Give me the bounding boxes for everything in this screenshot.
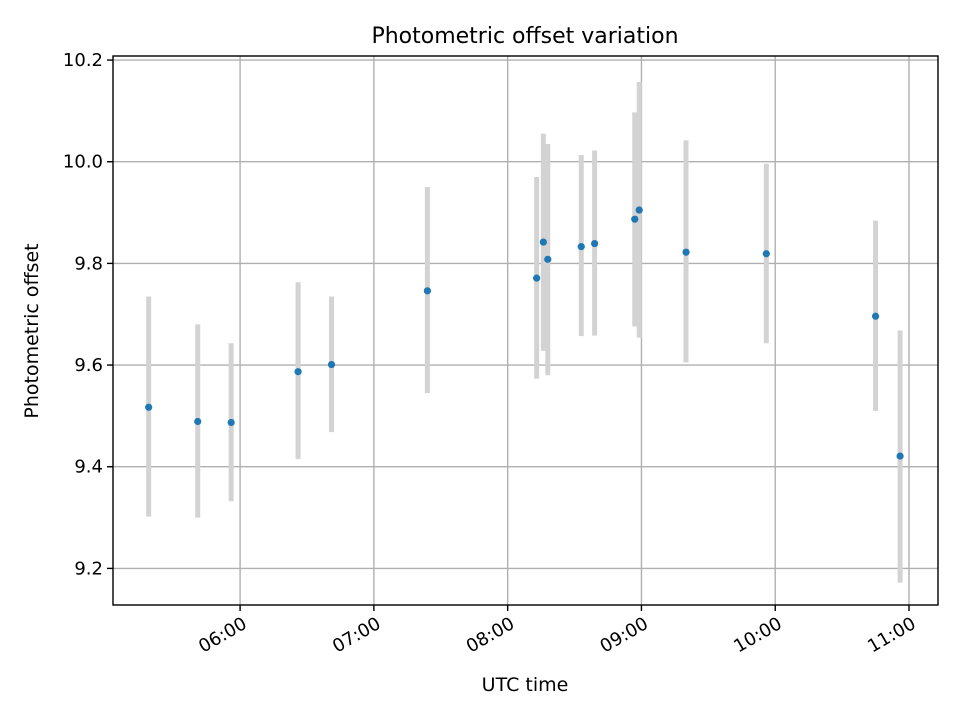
data-point — [539, 238, 547, 246]
data-point — [871, 312, 880, 320]
x-tick-label: 11:00 — [864, 613, 919, 657]
plot-frame — [112, 55, 939, 606]
x-axis-label: UTC time — [482, 674, 569, 696]
data-point — [544, 255, 552, 263]
y-tick-label: 9.2 — [74, 558, 103, 579]
data-point — [762, 250, 770, 258]
data-points — [145, 206, 904, 460]
error-bars — [146, 81, 903, 583]
data-point — [294, 368, 302, 376]
data-point — [591, 239, 599, 248]
x-axis-ticks: 06:00 07:00 08:00 09:00 10:00 11:00 — [195, 605, 920, 657]
y-tick-label: 10.0 — [63, 152, 103, 173]
data-point — [635, 206, 643, 214]
data-point — [631, 215, 639, 223]
data-point — [327, 360, 336, 369]
x-tick-label: 06:00 — [195, 613, 250, 657]
data-point — [227, 418, 235, 427]
data-point — [896, 452, 904, 460]
chart-title: Photometric offset variation — [371, 24, 678, 49]
y-tick-label: 10.2 — [63, 50, 103, 71]
x-tick-label: 09:00 — [597, 613, 652, 657]
x-tick-label: 08:00 — [463, 613, 518, 657]
grid — [113, 56, 938, 605]
data-point — [423, 287, 431, 295]
y-tick-label: 9.6 — [74, 355, 103, 376]
data-point — [145, 403, 153, 411]
y-axis-ticks: 9.2 9.4 9.6 9.8 10.0 10.2 — [63, 50, 113, 579]
x-tick-label: 07:00 — [329, 613, 384, 657]
data-point — [194, 417, 202, 426]
y-tick-label: 9.4 — [74, 457, 103, 478]
x-tick-label: 10:00 — [730, 613, 785, 657]
y-axis-label: Photometric offset — [21, 243, 43, 418]
data-point — [533, 274, 541, 282]
data-point — [682, 248, 690, 256]
data-point — [577, 243, 585, 251]
y-tick-label: 9.8 — [74, 253, 103, 274]
